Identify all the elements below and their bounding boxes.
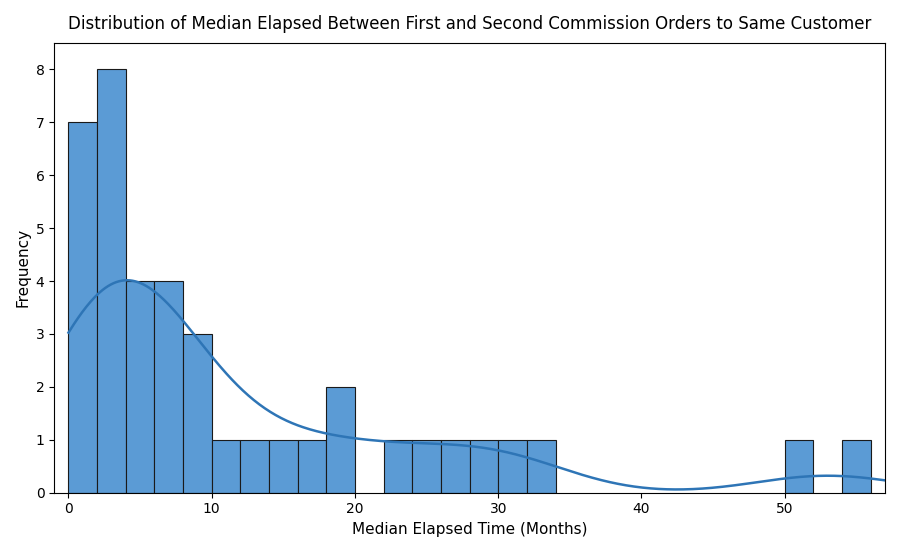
- Bar: [526, 440, 555, 493]
- Bar: [240, 440, 269, 493]
- Bar: [327, 387, 355, 493]
- Bar: [785, 440, 814, 493]
- Y-axis label: Frequency: Frequency: [15, 228, 30, 307]
- Bar: [470, 440, 499, 493]
- Bar: [212, 440, 240, 493]
- Bar: [383, 440, 412, 493]
- Bar: [298, 440, 327, 493]
- Bar: [68, 123, 97, 493]
- Bar: [269, 440, 298, 493]
- Bar: [183, 334, 212, 493]
- Bar: [97, 70, 126, 493]
- Bar: [126, 281, 155, 493]
- Bar: [412, 440, 441, 493]
- Bar: [441, 440, 470, 493]
- Bar: [499, 440, 526, 493]
- Title: Distribution of Median Elapsed Between First and Second Commission Orders to Sam: Distribution of Median Elapsed Between F…: [68, 15, 871, 33]
- Bar: [842, 440, 870, 493]
- Bar: [155, 281, 183, 493]
- X-axis label: Median Elapsed Time (Months): Median Elapsed Time (Months): [352, 522, 588, 537]
